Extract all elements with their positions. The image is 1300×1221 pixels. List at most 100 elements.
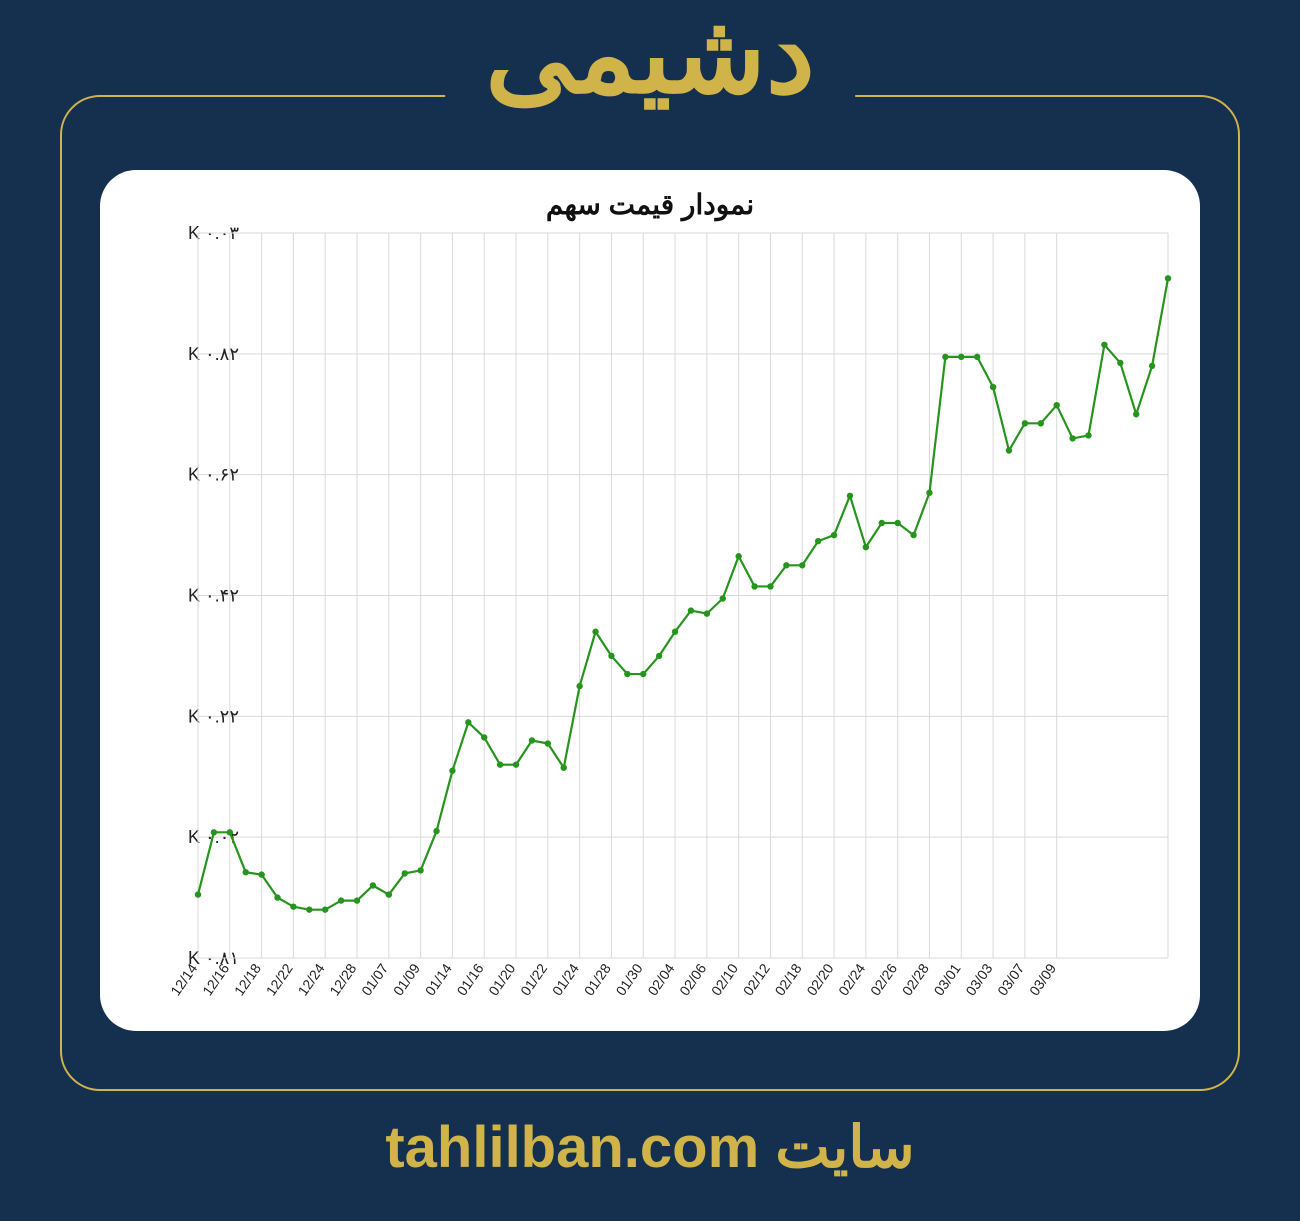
x-tick-label: 01/20 bbox=[485, 960, 518, 998]
price-series-marker bbox=[1085, 432, 1091, 438]
price-series-marker bbox=[894, 520, 900, 526]
chart-card: نمودار قیمت سهم ۱۸.۰ K۲۰.۰ K۲۲.۰ K۲۴.۰ K… bbox=[100, 170, 1200, 1031]
price-series-marker bbox=[1038, 420, 1044, 426]
price-series-marker bbox=[990, 384, 996, 390]
price-series-marker bbox=[386, 891, 392, 897]
y-tick-label: ۲۲.۰ K bbox=[188, 706, 239, 726]
price-series-marker bbox=[751, 583, 757, 589]
price-series-marker bbox=[306, 906, 312, 912]
price-series-marker bbox=[290, 903, 296, 909]
x-tick-label: 12/22 bbox=[263, 960, 296, 998]
price-series-marker bbox=[513, 761, 519, 767]
price-series-marker bbox=[879, 520, 885, 526]
x-tick-label: 03/09 bbox=[1026, 960, 1059, 998]
x-tick-label: 01/28 bbox=[581, 960, 614, 998]
x-tick-label: 01/24 bbox=[549, 960, 582, 998]
chart-plot-area: ۱۸.۰ K۲۰.۰ K۲۲.۰ K۲۴.۰ K۲۶.۰ K۲۸.۰ K۳۰.۰… bbox=[118, 225, 1182, 1020]
price-series-marker bbox=[608, 653, 614, 659]
price-series-marker bbox=[529, 737, 535, 743]
x-tick-label: 02/24 bbox=[835, 960, 868, 998]
price-series-marker bbox=[640, 671, 646, 677]
price-series-marker bbox=[735, 553, 741, 559]
price-series-marker bbox=[592, 629, 598, 635]
price-series-marker bbox=[1165, 275, 1171, 281]
price-series-marker bbox=[433, 828, 439, 834]
price-series-marker bbox=[1101, 342, 1107, 348]
x-tick-label: 12/28 bbox=[326, 960, 359, 998]
price-series-marker bbox=[1053, 402, 1059, 408]
price-series-line bbox=[198, 278, 1168, 909]
x-tick-label: 02/28 bbox=[899, 960, 932, 998]
price-series-marker bbox=[783, 562, 789, 568]
x-tick-label: 02/18 bbox=[772, 960, 805, 998]
price-series-marker bbox=[720, 595, 726, 601]
price-series-marker bbox=[211, 829, 217, 835]
stage: دشیمی نمودار قیمت سهم ۱۸.۰ K۲۰.۰ K۲۲.۰ K… bbox=[0, 0, 1300, 1221]
price-series-marker bbox=[1022, 420, 1028, 426]
price-series-marker bbox=[243, 869, 249, 875]
price-series-marker bbox=[704, 610, 710, 616]
x-tick-label: 02/26 bbox=[867, 960, 900, 998]
price-series-marker bbox=[1006, 447, 1012, 453]
price-line-chart: ۱۸.۰ K۲۰.۰ K۲۲.۰ K۲۴.۰ K۲۶.۰ K۲۸.۰ K۳۰.۰… bbox=[118, 225, 1182, 1020]
price-series-marker bbox=[656, 653, 662, 659]
price-series-marker bbox=[1117, 360, 1123, 366]
price-series-marker bbox=[688, 607, 694, 613]
price-series-marker bbox=[338, 897, 344, 903]
y-tick-label: ۳۰.۰ K bbox=[188, 225, 239, 243]
price-series-marker bbox=[672, 629, 678, 635]
price-series-marker bbox=[1133, 411, 1139, 417]
price-series-marker bbox=[576, 683, 582, 689]
x-tick-label: 01/22 bbox=[517, 960, 550, 998]
x-tick-label: 02/04 bbox=[644, 960, 677, 998]
price-series-marker bbox=[847, 493, 853, 499]
price-series-marker bbox=[195, 891, 201, 897]
price-series-marker bbox=[926, 490, 932, 496]
x-tick-label: 02/20 bbox=[803, 960, 836, 998]
price-series-marker bbox=[402, 870, 408, 876]
price-series-marker bbox=[561, 764, 567, 770]
x-tick-label: 01/30 bbox=[612, 960, 645, 998]
x-tick-label: 03/07 bbox=[994, 960, 1027, 998]
price-series-marker bbox=[465, 719, 471, 725]
price-series-marker bbox=[370, 882, 376, 888]
x-tick-label: 02/10 bbox=[708, 960, 741, 998]
price-series-marker bbox=[1069, 435, 1075, 441]
page-title: دشیمی bbox=[445, 0, 855, 110]
price-series-marker bbox=[863, 544, 869, 550]
x-tick-label: 01/14 bbox=[422, 960, 455, 998]
site-caption: سایت tahlilban.com bbox=[0, 1113, 1300, 1181]
price-series-marker bbox=[449, 768, 455, 774]
price-series-marker bbox=[497, 761, 503, 767]
price-series-marker bbox=[227, 829, 233, 835]
x-tick-label: 01/07 bbox=[358, 960, 391, 998]
price-series-marker bbox=[767, 583, 773, 589]
price-series-marker bbox=[624, 671, 630, 677]
price-series-marker bbox=[545, 740, 551, 746]
chart-title: نمودار قیمت سهم bbox=[118, 188, 1182, 221]
price-series-marker bbox=[322, 906, 328, 912]
price-series-marker bbox=[958, 354, 964, 360]
price-series-marker bbox=[274, 894, 280, 900]
price-series-marker bbox=[799, 562, 805, 568]
y-tick-label: ۲۸.۰ K bbox=[188, 344, 239, 364]
x-tick-label: 01/16 bbox=[453, 960, 486, 998]
price-series-marker bbox=[831, 532, 837, 538]
price-series-marker bbox=[258, 871, 264, 877]
x-tick-label: 03/03 bbox=[962, 960, 995, 998]
x-tick-label: 01/09 bbox=[390, 960, 423, 998]
price-series-marker bbox=[1149, 363, 1155, 369]
price-series-marker bbox=[974, 354, 980, 360]
price-series-marker bbox=[815, 538, 821, 544]
price-series-marker bbox=[354, 897, 360, 903]
x-tick-label: 02/12 bbox=[740, 960, 773, 998]
y-tick-label: ۲۶.۰ K bbox=[188, 465, 239, 485]
x-tick-label: 03/01 bbox=[931, 960, 964, 998]
y-tick-label: ۲۴.۰ K bbox=[188, 586, 239, 606]
x-tick-label: 02/06 bbox=[676, 960, 709, 998]
price-series-marker bbox=[481, 734, 487, 740]
x-tick-label: 12/24 bbox=[294, 960, 327, 998]
price-series-marker bbox=[910, 532, 916, 538]
price-series-marker bbox=[942, 354, 948, 360]
price-series-marker bbox=[417, 867, 423, 873]
